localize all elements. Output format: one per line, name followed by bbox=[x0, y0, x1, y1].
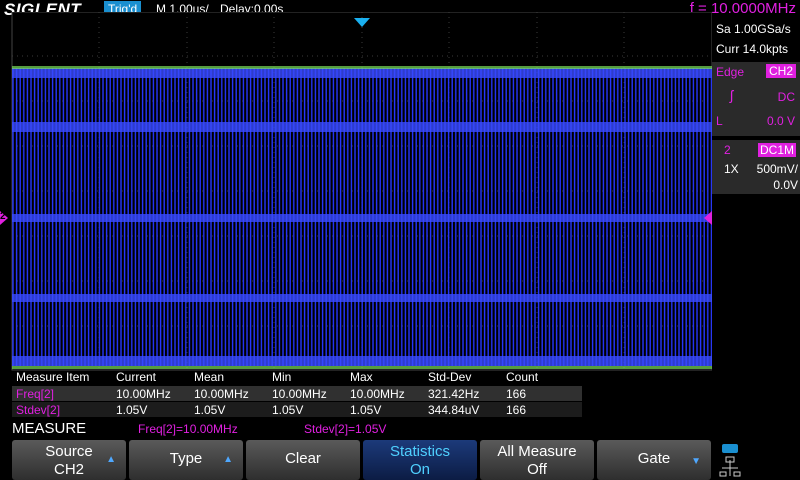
usb-network-icons bbox=[719, 444, 741, 477]
trigger-slope-icon: ʃ bbox=[730, 87, 734, 103]
trigger-level-marker bbox=[704, 211, 712, 225]
table-cell: 166 bbox=[506, 403, 527, 417]
table-header: Std-Dev bbox=[428, 370, 472, 384]
channel-offset-marker bbox=[0, 211, 8, 225]
softkey[interactable]: Statistics On bbox=[363, 440, 477, 480]
trigger-coupling: DC bbox=[777, 90, 795, 104]
table-cell: 1.05V bbox=[194, 403, 226, 417]
trigger-level-label: L bbox=[716, 114, 723, 128]
row-label: Stdev[2] bbox=[16, 403, 61, 417]
table-row-bg bbox=[12, 386, 582, 401]
status-item: Freq[2]=10.00MHz bbox=[138, 422, 238, 436]
trigger-level: 0.0 V bbox=[766, 114, 795, 128]
softkey-label: Statistics bbox=[389, 443, 450, 460]
table-header: Count bbox=[506, 370, 539, 384]
waveform-area bbox=[0, 12, 712, 371]
table-cell: 1.05V bbox=[272, 403, 304, 417]
channel-coupling: DC1M bbox=[758, 143, 797, 157]
softkey-label: All Measure bbox=[497, 443, 577, 460]
softkey-label: Clear bbox=[285, 450, 321, 467]
table-cell: 10.00MHz bbox=[194, 387, 249, 401]
table-cell: 10.00MHz bbox=[272, 387, 327, 401]
waveform-top-tips bbox=[12, 66, 712, 69]
softkey-value: Off bbox=[527, 461, 547, 478]
status-item: Stdev[2]=1.05V bbox=[304, 422, 387, 436]
table-row-bg bbox=[12, 402, 582, 417]
table-cell: 1.05V bbox=[350, 403, 382, 417]
sample-rate: Sa 1.00GSa/s bbox=[716, 22, 791, 36]
softkey[interactable]: All Measure Off bbox=[480, 440, 594, 480]
channel-scale: 500mV/ bbox=[756, 162, 798, 176]
softkey-arrow: ▲ bbox=[106, 454, 116, 465]
trigger-type: Edge bbox=[716, 65, 745, 79]
softkey-label: Source bbox=[45, 443, 93, 460]
table-cell: 344.84uV bbox=[428, 403, 480, 417]
trigger-position-marker bbox=[354, 18, 370, 27]
trigger-source: CH2 bbox=[766, 64, 797, 78]
table-cell: 166 bbox=[506, 387, 527, 401]
row-label: Freq[2] bbox=[16, 387, 55, 401]
table-header: Mean bbox=[194, 370, 225, 384]
channel-offset: 0.0V bbox=[773, 178, 798, 192]
softkey-arrow: ▼ bbox=[691, 456, 701, 467]
table-header: Current bbox=[116, 370, 157, 384]
softkey-arrow: ▲ bbox=[223, 454, 233, 465]
channel-probe: 1X bbox=[724, 162, 739, 176]
softkey[interactable]: Source CH2 ▲ bbox=[12, 440, 126, 480]
channel-number: 2 bbox=[724, 143, 731, 157]
softkey-label: Type bbox=[169, 450, 203, 467]
table-cell: 321.42Hz bbox=[428, 387, 480, 401]
softkey[interactable]: Clear bbox=[246, 440, 360, 480]
memory-depth: Curr 14.0kpts bbox=[716, 42, 789, 56]
frequency-counter: f = 10.0000MHz bbox=[689, 0, 796, 17]
table-cell: 10.00MHz bbox=[350, 387, 405, 401]
table-cell: 10.00MHz bbox=[116, 387, 171, 401]
table-header: Measure Item bbox=[16, 370, 90, 384]
table-header: Max bbox=[350, 370, 373, 384]
softkey[interactable]: Gate ▼ bbox=[597, 440, 711, 480]
waveform-bands bbox=[12, 68, 712, 366]
waveform-bottom-tips bbox=[12, 366, 712, 369]
softkey[interactable]: Type ▲ bbox=[129, 440, 243, 480]
softkey-value: CH2 bbox=[53, 461, 84, 478]
menu-title: MEASURE bbox=[12, 420, 87, 437]
channel-marker: 2 bbox=[0, 211, 6, 222]
table-header: Min bbox=[272, 370, 292, 384]
softkey-value: On bbox=[409, 461, 430, 478]
softkey-label: Gate bbox=[637, 450, 671, 467]
table-cell: 1.05V bbox=[116, 403, 148, 417]
